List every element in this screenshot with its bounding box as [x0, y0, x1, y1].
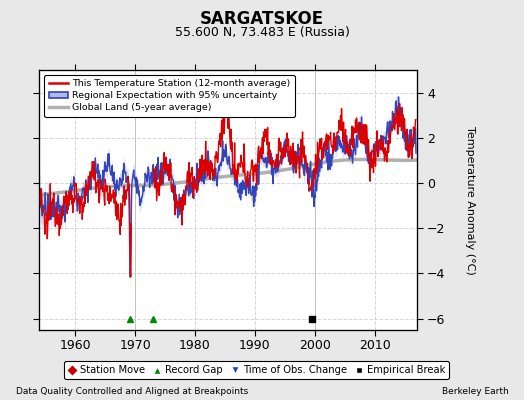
- Text: 1970: 1970: [119, 339, 151, 352]
- Text: 1960: 1960: [59, 339, 91, 352]
- Text: Berkeley Earth: Berkeley Earth: [442, 387, 508, 396]
- Legend: Station Move, Record Gap, Time of Obs. Change, Empirical Break: Station Move, Record Gap, Time of Obs. C…: [64, 361, 450, 379]
- Text: 55.600 N, 73.483 E (Russia): 55.600 N, 73.483 E (Russia): [174, 26, 350, 39]
- Text: 1990: 1990: [239, 339, 271, 352]
- Text: SARGATSKOE: SARGATSKOE: [200, 10, 324, 28]
- Text: 2000: 2000: [299, 339, 331, 352]
- Text: 1980: 1980: [179, 339, 211, 352]
- Text: Data Quality Controlled and Aligned at Breakpoints: Data Quality Controlled and Aligned at B…: [16, 387, 248, 396]
- Text: 2010: 2010: [359, 339, 390, 352]
- Legend: This Temperature Station (12-month average), Regional Expectation with 95% uncer: This Temperature Station (12-month avera…: [44, 75, 296, 117]
- Y-axis label: Temperature Anomaly (°C): Temperature Anomaly (°C): [465, 126, 475, 274]
